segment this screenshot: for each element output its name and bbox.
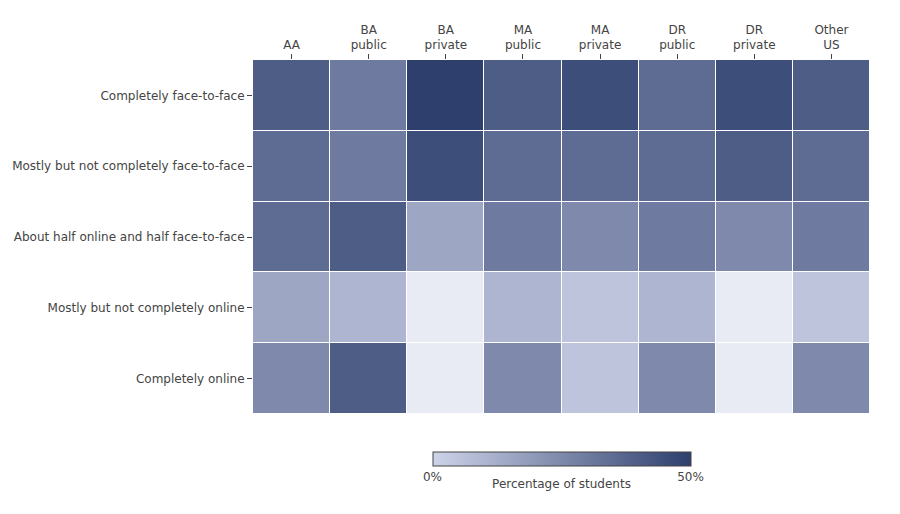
svg-text:Mostly but not completely onli: Mostly but not completely online bbox=[48, 301, 245, 315]
svg-text:Completely face-to-face: Completely face-to-face bbox=[100, 89, 244, 103]
svg-text:0%: 0% bbox=[423, 470, 442, 484]
svg-text:Percentage of students: Percentage of students bbox=[492, 477, 631, 491]
svg-text:Mostly but not completely face: Mostly but not completely face-to-face bbox=[12, 159, 244, 173]
svg-text:DRprivate: DRprivate bbox=[733, 23, 775, 53]
svg-text:BAprivate: BAprivate bbox=[425, 23, 467, 53]
svg-text:OtherUS: OtherUS bbox=[814, 23, 848, 53]
svg-text:DRpublic: DRpublic bbox=[659, 23, 695, 53]
svg-text:MAprivate: MAprivate bbox=[579, 23, 621, 53]
svg-text:50%: 50% bbox=[677, 470, 704, 484]
svg-text:Completely online: Completely online bbox=[136, 372, 245, 386]
svg-text:MApublic: MApublic bbox=[505, 23, 541, 53]
svg-text:About half online and half fac: About half online and half face-to-face bbox=[14, 230, 245, 244]
svg-text:BApublic: BApublic bbox=[351, 23, 387, 53]
svg-text:AA: AA bbox=[283, 38, 301, 52]
